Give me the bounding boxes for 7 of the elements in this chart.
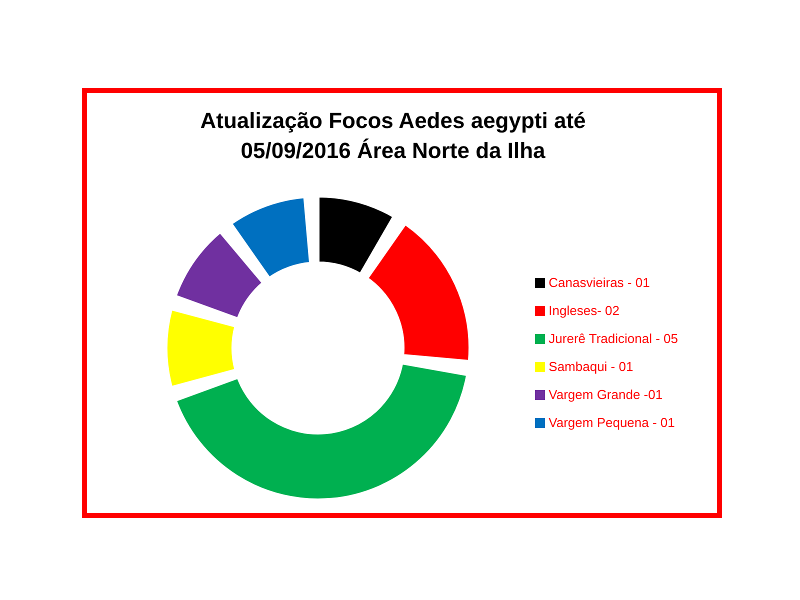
legend-label: Canasvieiras - 01 xyxy=(548,275,650,290)
legend-label: Vargem Grande -01 xyxy=(548,387,663,402)
legend-label: Jurerê Tradicional - 05 xyxy=(548,331,678,346)
legend-label: Sambaqui - 01 xyxy=(548,359,634,374)
legend-label: Vargem Pequena - 01 xyxy=(548,415,675,430)
legend-label: Ingleses- 02 xyxy=(548,303,620,318)
chart-title: Atualização Focos Aedes aegypti até 05/09/2016 Área Norte da Ilha xyxy=(199,107,587,165)
